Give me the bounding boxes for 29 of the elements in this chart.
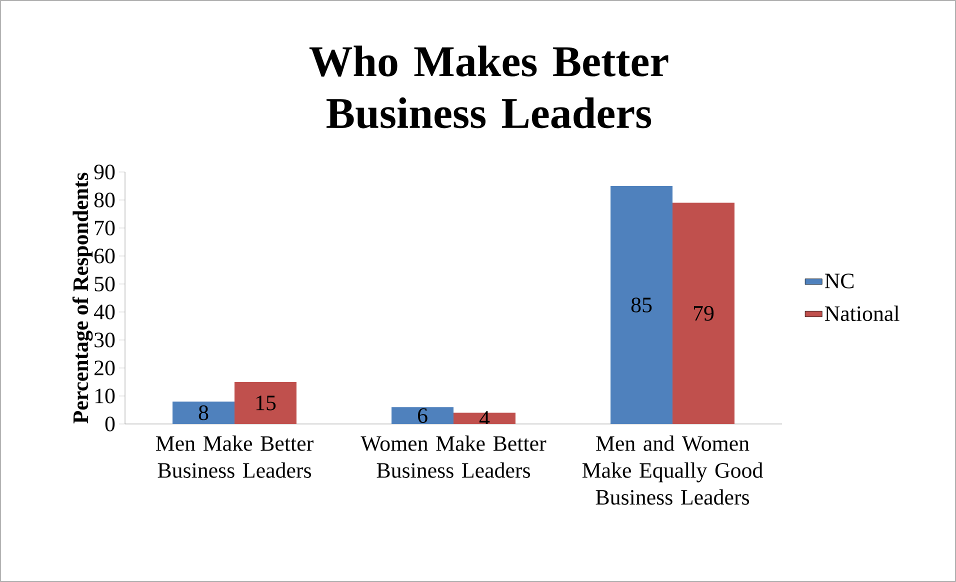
data-label: 4 — [479, 411, 490, 426]
bar — [234, 382, 296, 424]
x-tick-label: Men Make Better Business Leaders — [156, 436, 314, 478]
data-label: 15 — [256, 396, 276, 410]
data-label: 79 — [694, 306, 714, 321]
bar — [392, 407, 454, 424]
y-tick-label: 20 — [94, 360, 115, 376]
bar — [172, 402, 235, 424]
y-tick-label: 90 — [94, 164, 115, 180]
y-axis-title: Percentage of Respondents — [72, 172, 93, 424]
bar — [454, 412, 516, 424]
bar — [610, 186, 673, 424]
x-tick-label: Men and Women Make Equally Good Business Leaders — [582, 436, 763, 505]
y-tick-label: 40 — [94, 304, 115, 320]
data-label: 6 — [418, 408, 428, 423]
legend-label: NC — [824, 274, 854, 288]
y-tick-label: 80 — [94, 192, 115, 208]
x-tick-label: Women Make Better Business Leaders — [360, 436, 546, 478]
chart-title: Who Makes Better Business Leaders — [309, 46, 668, 128]
y-tick-label: 10 — [95, 388, 115, 404]
y-tick-label: 0 — [105, 416, 115, 432]
data-label: 85 — [631, 298, 652, 312]
bar — [672, 202, 734, 424]
data-label: 8 — [198, 405, 208, 420]
y-tick-label: 60 — [94, 248, 115, 264]
y-tick-label: 70 — [95, 220, 115, 236]
legend-label: National — [824, 306, 900, 322]
y-tick-label: 30 — [94, 332, 115, 348]
y-tick-label: 50 — [94, 276, 115, 292]
